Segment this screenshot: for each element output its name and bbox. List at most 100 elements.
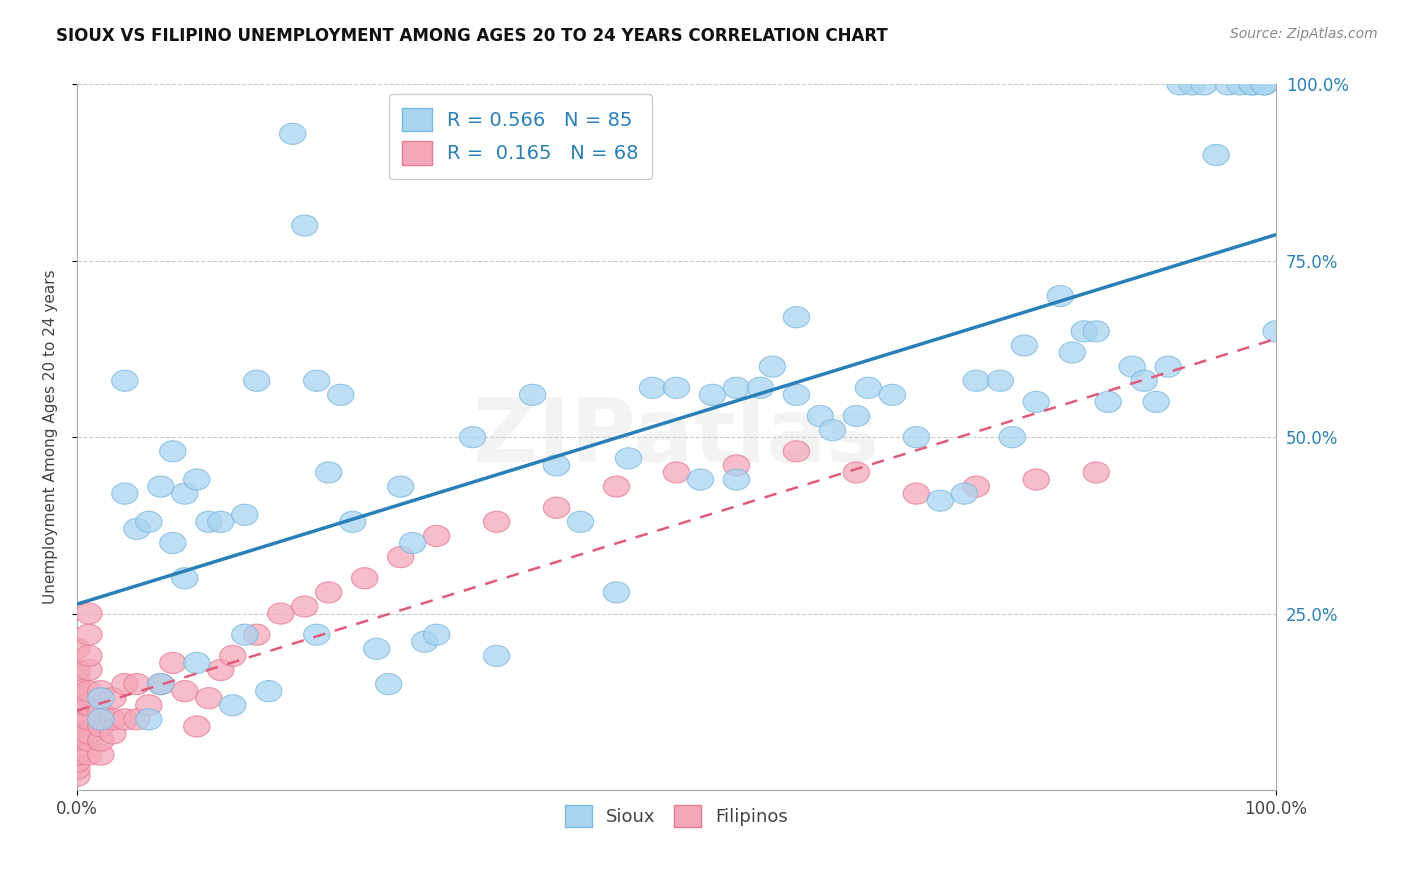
Ellipse shape [1024,392,1049,412]
Ellipse shape [328,384,354,406]
Ellipse shape [1130,370,1157,392]
Ellipse shape [243,370,270,392]
Ellipse shape [1227,74,1253,95]
Ellipse shape [315,462,342,483]
Ellipse shape [63,666,90,688]
Ellipse shape [963,370,990,392]
Ellipse shape [87,709,114,730]
Y-axis label: Unemployment Among Ages 20 to 24 years: Unemployment Among Ages 20 to 24 years [44,270,58,605]
Legend: Sioux, Filipinos: Sioux, Filipinos [558,797,796,834]
Ellipse shape [304,624,330,645]
Ellipse shape [820,419,845,441]
Ellipse shape [63,695,90,716]
Ellipse shape [256,681,283,702]
Ellipse shape [63,737,90,758]
Ellipse shape [63,709,90,730]
Ellipse shape [460,426,486,448]
Ellipse shape [1204,145,1229,166]
Ellipse shape [484,511,510,533]
Ellipse shape [243,624,270,645]
Ellipse shape [63,744,90,765]
Ellipse shape [568,511,593,533]
Ellipse shape [723,469,749,490]
Ellipse shape [543,455,569,476]
Ellipse shape [388,476,413,497]
Ellipse shape [903,483,929,504]
Ellipse shape [927,490,953,511]
Ellipse shape [423,624,450,645]
Ellipse shape [124,518,150,540]
Ellipse shape [1215,74,1241,95]
Ellipse shape [1167,74,1194,95]
Ellipse shape [688,469,714,490]
Ellipse shape [1024,469,1049,490]
Ellipse shape [1154,356,1181,377]
Ellipse shape [232,504,257,525]
Ellipse shape [135,511,162,533]
Ellipse shape [63,639,90,659]
Ellipse shape [484,645,510,666]
Ellipse shape [759,356,786,377]
Ellipse shape [1251,74,1277,95]
Ellipse shape [304,370,330,392]
Ellipse shape [87,688,114,709]
Ellipse shape [124,709,150,730]
Ellipse shape [76,709,103,730]
Ellipse shape [783,384,810,406]
Ellipse shape [1071,321,1098,342]
Ellipse shape [172,483,198,504]
Text: SIOUX VS FILIPINO UNEMPLOYMENT AMONG AGES 20 TO 24 YEARS CORRELATION CHART: SIOUX VS FILIPINO UNEMPLOYMENT AMONG AGE… [56,27,889,45]
Ellipse shape [148,673,174,695]
Ellipse shape [111,709,138,730]
Ellipse shape [903,426,929,448]
Ellipse shape [1119,356,1146,377]
Ellipse shape [543,497,569,518]
Ellipse shape [844,406,869,426]
Ellipse shape [76,744,103,765]
Ellipse shape [100,709,127,730]
Ellipse shape [267,603,294,624]
Ellipse shape [63,709,90,730]
Ellipse shape [1239,74,1265,95]
Ellipse shape [63,744,90,765]
Ellipse shape [1011,334,1038,356]
Ellipse shape [135,709,162,730]
Ellipse shape [844,462,869,483]
Ellipse shape [184,652,209,673]
Ellipse shape [1000,426,1025,448]
Ellipse shape [63,673,90,695]
Ellipse shape [124,673,150,695]
Ellipse shape [375,673,402,695]
Ellipse shape [315,582,342,603]
Ellipse shape [160,652,186,673]
Ellipse shape [63,730,90,751]
Ellipse shape [616,448,641,469]
Ellipse shape [76,645,103,666]
Ellipse shape [855,377,882,399]
Ellipse shape [100,723,127,744]
Ellipse shape [111,673,138,695]
Ellipse shape [1191,74,1218,95]
Ellipse shape [208,659,233,681]
Ellipse shape [1143,392,1170,412]
Ellipse shape [291,596,318,617]
Ellipse shape [1083,462,1109,483]
Ellipse shape [1059,342,1085,363]
Ellipse shape [63,659,90,681]
Ellipse shape [76,659,103,681]
Ellipse shape [963,476,990,497]
Ellipse shape [111,370,138,392]
Text: Source: ZipAtlas.com: Source: ZipAtlas.com [1230,27,1378,41]
Ellipse shape [1251,74,1277,95]
Ellipse shape [87,702,114,723]
Ellipse shape [76,624,103,645]
Ellipse shape [1239,74,1265,95]
Ellipse shape [747,377,773,399]
Ellipse shape [399,533,426,554]
Ellipse shape [699,384,725,406]
Ellipse shape [364,639,389,659]
Ellipse shape [87,681,114,702]
Ellipse shape [63,751,90,772]
Ellipse shape [63,702,90,723]
Ellipse shape [1047,285,1073,307]
